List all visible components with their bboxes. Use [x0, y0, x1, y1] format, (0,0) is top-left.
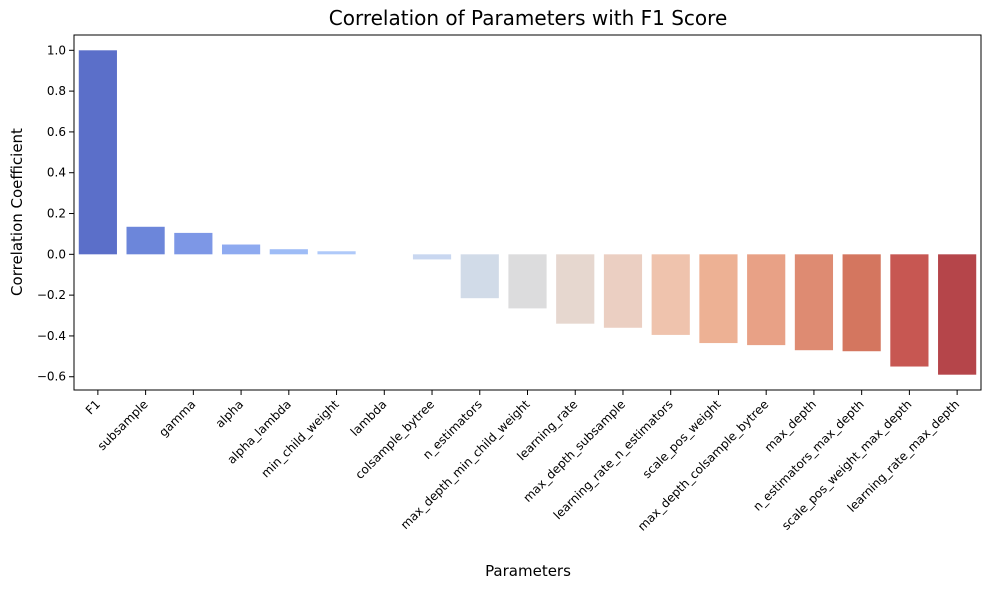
- x-tick-label: gamma: [156, 397, 198, 439]
- bar-F1: [78, 50, 117, 255]
- bar-colsample_bytree: [412, 254, 452, 260]
- bar-alpha: [221, 244, 261, 255]
- bar-scale_pos_weight: [699, 254, 738, 344]
- y-axis-ticks: 1.0 0.8 0.6 0.4 0.2 0.0 −0.2 −0.4 −0.6: [37, 43, 74, 384]
- bar-max_depth: [794, 254, 834, 351]
- y-tick-label: −0.4: [37, 329, 66, 343]
- y-tick-label: 1.0: [47, 43, 66, 57]
- bar-alpha_lambda: [269, 249, 308, 255]
- y-tick-label: 0.8: [47, 84, 66, 98]
- chart-title: Correlation of Parameters with F1 Score: [329, 6, 728, 30]
- bar-subsample: [126, 226, 165, 255]
- y-axis-label: Correlation Coefficient: [8, 128, 26, 296]
- bar-max_depth_min_child_weight: [508, 254, 547, 309]
- bar-n_estimators: [460, 254, 499, 299]
- y-tick-label: −0.6: [37, 370, 66, 384]
- bar-learning_rate_n_estimators: [651, 254, 690, 335]
- x-tick-label: F1: [83, 397, 103, 417]
- y-tick-label: −0.2: [37, 288, 66, 302]
- x-tick-label: subsample: [95, 397, 151, 453]
- x-tick-label: alpha: [213, 397, 246, 430]
- y-tick-label: 0.0: [47, 247, 66, 261]
- y-tick-label: 0.6: [47, 125, 66, 139]
- bar-min_child_weight: [317, 251, 356, 255]
- x-tick-label: lambda: [348, 397, 390, 439]
- bar-learning_rate_max_depth: [938, 254, 977, 375]
- bar-gamma: [174, 232, 213, 255]
- bar-max_depth_colsample_bytree: [747, 254, 786, 346]
- bar-max_depth_subsample: [603, 254, 643, 328]
- y-tick-label: 0.2: [47, 207, 66, 221]
- bar-n_estimators_max_depth: [842, 254, 881, 352]
- plot-frame: [73, 34, 982, 391]
- y-tick-label: 0.4: [47, 166, 66, 180]
- bar-scale_pos_weight_max_depth: [890, 254, 929, 367]
- bar-learning_rate: [556, 254, 595, 324]
- x-axis-label: Parameters: [485, 562, 571, 580]
- x-tick-label: colsample_bytree: [352, 397, 437, 482]
- bars-group: [78, 50, 977, 375]
